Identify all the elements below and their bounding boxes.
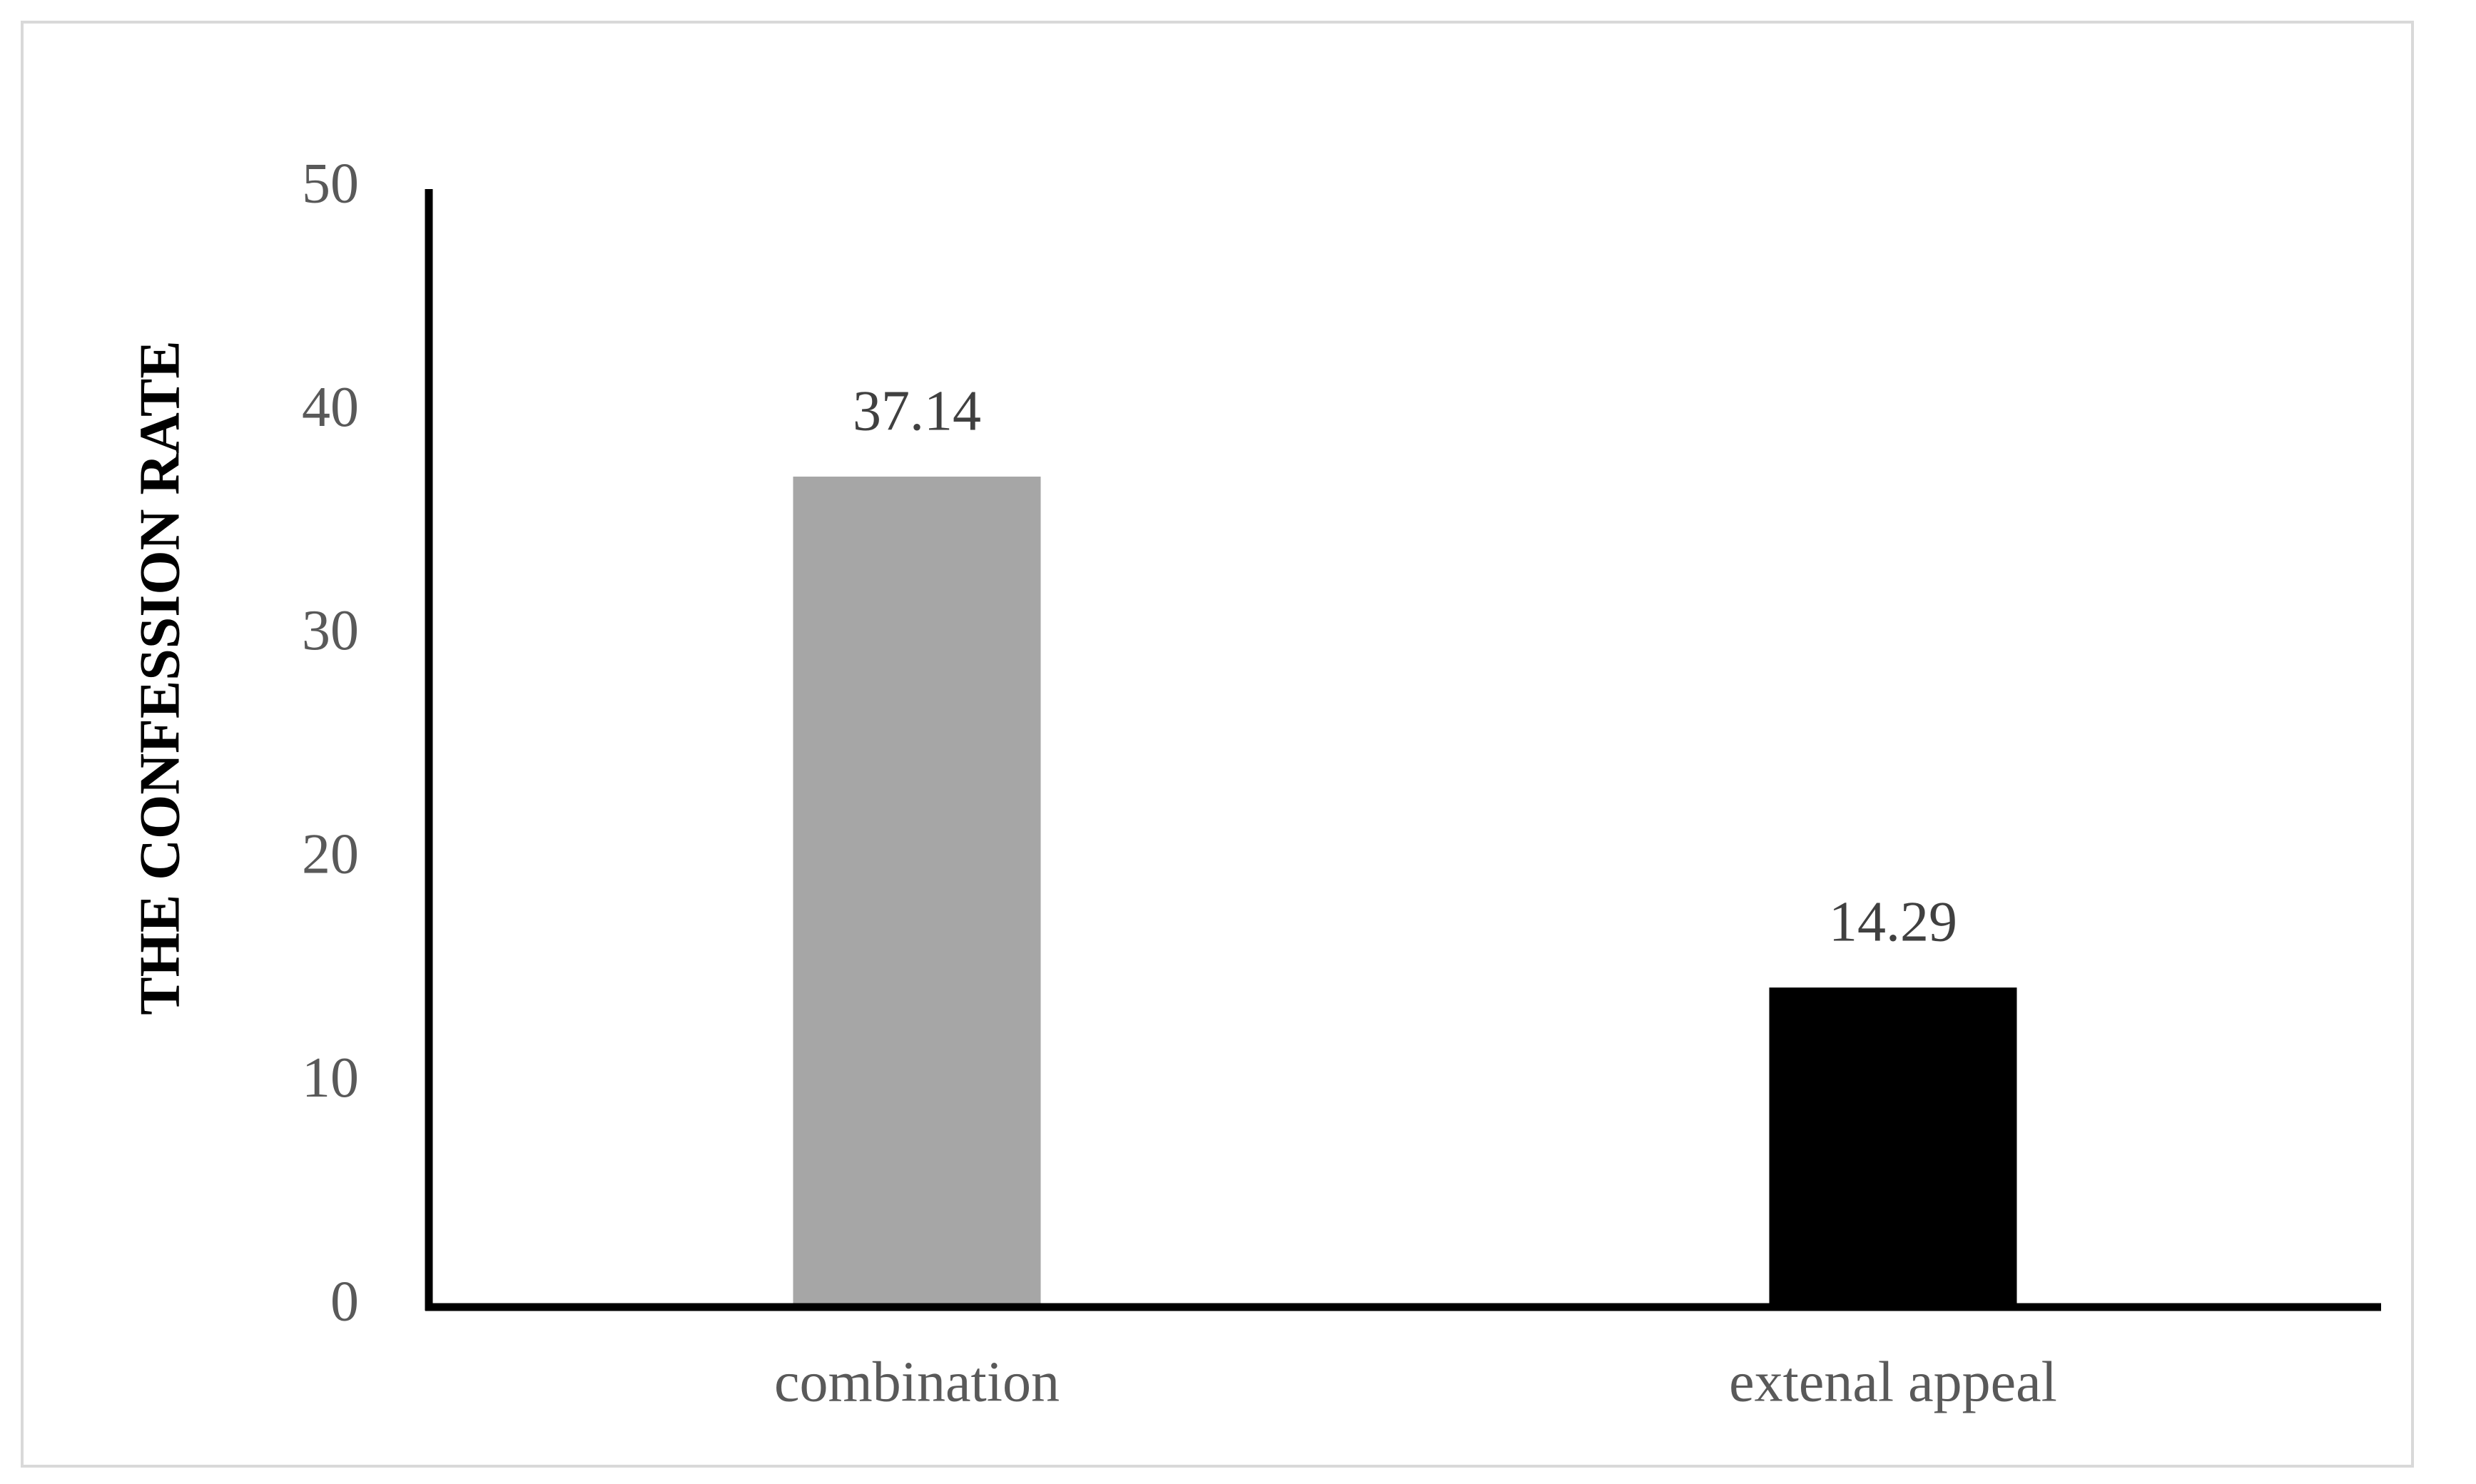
- y-tick-label: 20: [302, 823, 359, 886]
- bar: [793, 477, 1041, 1307]
- y-axis-title: THE CONFESSION RATE: [128, 340, 191, 1015]
- y-tick-label: 30: [302, 599, 359, 662]
- value-label: 37.14: [853, 380, 981, 442]
- bar: [1769, 987, 2017, 1307]
- x-tick-label: combination: [774, 1351, 1060, 1413]
- chart-frame: [21, 21, 2414, 1468]
- y-tick-label: 50: [302, 152, 359, 215]
- y-tick-label: 10: [302, 1047, 359, 1109]
- y-tick-label: 0: [330, 1270, 359, 1333]
- y-tick-label: 40: [302, 376, 359, 439]
- x-tick-label: extenal appeal: [1729, 1351, 2057, 1413]
- value-label: 14.29: [1829, 891, 1957, 954]
